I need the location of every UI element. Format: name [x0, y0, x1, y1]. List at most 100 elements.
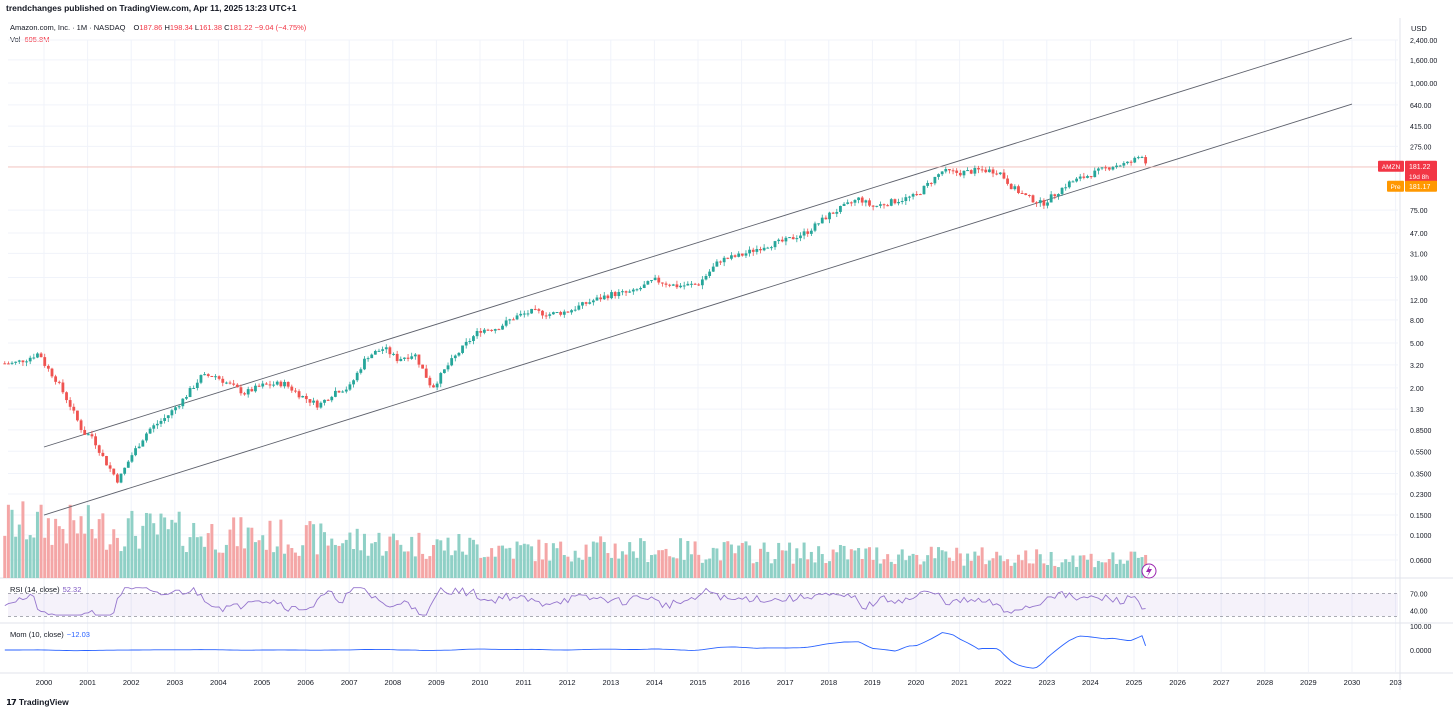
- volume-bar: [1031, 563, 1035, 578]
- volume-bar: [406, 551, 410, 578]
- candle-body: [304, 395, 308, 400]
- candle-body: [690, 283, 693, 285]
- symbol-legend: Amazon.com, Inc. · 1M · NASDAQ O187.86 H…: [10, 23, 306, 32]
- volume-bar: [264, 549, 268, 578]
- x-tick-label: 2001: [79, 678, 96, 687]
- candle-body: [660, 282, 664, 284]
- volume-bar: [272, 552, 276, 578]
- low-value: 161.38: [199, 23, 223, 32]
- flash-icon-glyph: [1146, 565, 1152, 577]
- y-tick-label: 12.00: [1410, 298, 1428, 305]
- candle-body: [297, 391, 301, 398]
- candle-body: [762, 247, 766, 251]
- volume-bar: [177, 511, 181, 578]
- volume-bar: [159, 513, 163, 578]
- candle-body: [294, 390, 297, 392]
- volume-bar: [933, 558, 937, 578]
- volume-bar: [526, 544, 530, 578]
- candle-body: [1020, 192, 1024, 194]
- low-label: L: [194, 23, 200, 32]
- volume-bar: [257, 540, 261, 578]
- volume-bar: [344, 539, 348, 578]
- volume-bar: [1089, 553, 1093, 578]
- candle-body: [239, 387, 243, 394]
- volume-bar: [980, 547, 984, 578]
- volume-bar: [1002, 561, 1006, 578]
- candle-body: [501, 325, 504, 330]
- volume-bar: [682, 559, 686, 578]
- candle-body: [955, 170, 959, 173]
- candle-body: [878, 204, 882, 206]
- candle-body: [533, 308, 537, 310]
- candle-body: [1031, 195, 1035, 203]
- volume-bar: [1024, 550, 1028, 578]
- volume-bar: [708, 558, 712, 578]
- candle-body: [442, 369, 446, 374]
- candle-body: [933, 176, 937, 184]
- candle-body: [1144, 157, 1148, 164]
- volume-bar: [1016, 554, 1020, 578]
- volume-bar: [101, 513, 105, 578]
- volume-bar: [944, 551, 948, 578]
- candle-body: [373, 350, 377, 355]
- y-tick-label: 75.00: [1410, 208, 1428, 215]
- volume-bar: [1111, 552, 1115, 578]
- volume-bar: [886, 554, 890, 578]
- volume-bar: [65, 543, 69, 578]
- channel-line-upper: [43, 37, 1353, 448]
- candle-body: [515, 315, 519, 320]
- candle-body: [370, 354, 374, 359]
- volume-bar: [1107, 559, 1111, 578]
- rsi-pane: 70.00 40.00: [4, 586, 1428, 617]
- candle-body: [250, 389, 254, 392]
- candle-body: [355, 372, 359, 381]
- tradingview-logo[interactable]: 𝟭𝟳 TradingView: [6, 697, 69, 707]
- volume-bar: [577, 557, 581, 578]
- candle-body: [177, 406, 181, 408]
- candle-body: [595, 297, 599, 301]
- candle-body: [493, 329, 497, 331]
- volume-bar: [61, 528, 65, 578]
- volume-bar: [104, 549, 108, 578]
- candle-body: [384, 347, 388, 350]
- volume-bar: [769, 563, 773, 578]
- volume-bar: [533, 561, 537, 578]
- price-badges: AMZN 181.22 19d 8h Pre 181.17: [1378, 160, 1437, 192]
- mom-label: Mom (10, close): [10, 630, 64, 639]
- candle-body: [264, 383, 268, 385]
- candle-body: [809, 230, 813, 234]
- volume-bar: [141, 525, 145, 578]
- volume-bar: [428, 556, 432, 578]
- volume-bar: [987, 560, 991, 578]
- volume-bar: [1060, 562, 1064, 578]
- volume-bar: [395, 540, 399, 578]
- volume-bar: [1009, 565, 1013, 578]
- candle-body: [352, 380, 355, 385]
- candle-body: [170, 410, 174, 416]
- candle-body: [163, 418, 167, 421]
- channel-line-lower: [43, 103, 1353, 516]
- candle-body: [275, 381, 279, 385]
- y-tick-label: 3.20: [1410, 363, 1424, 370]
- candle-body: [977, 168, 980, 170]
- volume-bar: [831, 549, 835, 578]
- volume-bar: [362, 533, 366, 578]
- volume-bar: [493, 556, 497, 578]
- volume-bar: [820, 554, 824, 578]
- candle-body: [461, 345, 464, 353]
- volume-bar: [809, 551, 813, 578]
- volume-bar: [115, 537, 119, 578]
- y-tick-label: 31.00: [1410, 251, 1428, 258]
- candle-body: [105, 456, 108, 466]
- volume-bar: [1053, 565, 1057, 578]
- volume-bar: [348, 532, 352, 578]
- candle-body: [682, 285, 686, 287]
- candle-body: [61, 382, 65, 393]
- candle-body: [671, 284, 675, 286]
- candle-body: [36, 353, 39, 358]
- candle-body: [482, 329, 486, 333]
- volume-bar: [1064, 559, 1068, 578]
- currency-label[interactable]: USD: [1411, 24, 1427, 33]
- candle-body: [1129, 161, 1133, 163]
